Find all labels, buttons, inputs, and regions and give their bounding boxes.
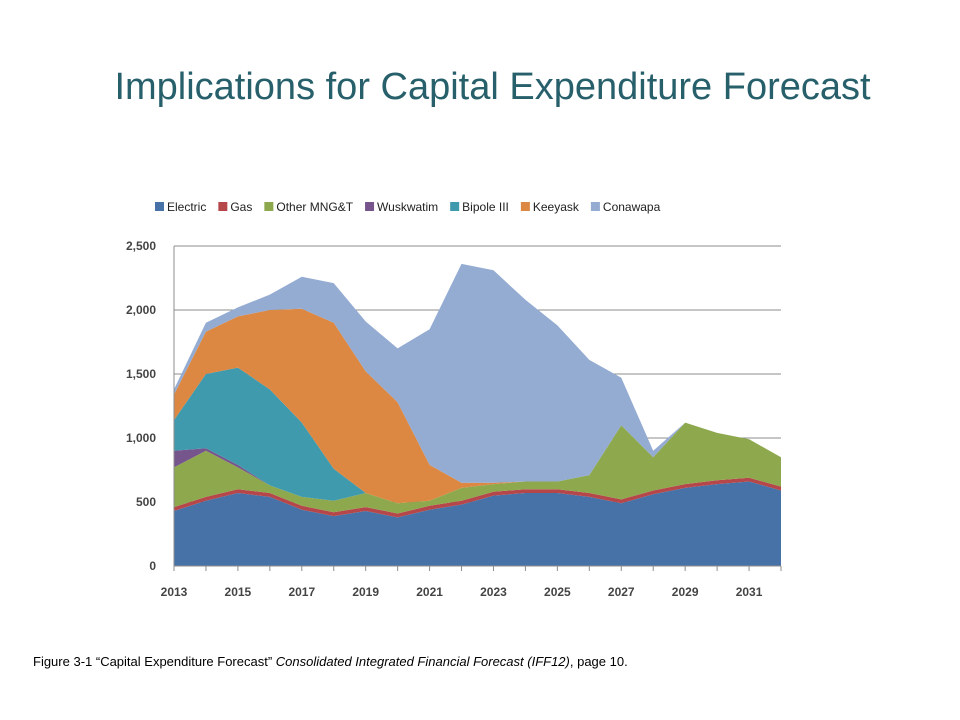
figure-caption: Figure 3-1 “Capital Expenditure Forecast… <box>33 654 628 669</box>
series-area-other-mngandt <box>174 422 781 514</box>
x-tick-label: 2029 <box>672 585 699 599</box>
y-tick-label: 0 <box>149 559 156 573</box>
legend-swatch-other-mngandt <box>264 202 274 211</box>
y-tick-label: 500 <box>136 495 156 509</box>
capex-forecast-chart: Electric Gas Other MNG&T Wuskwatim Bipole II… <box>125 200 782 599</box>
x-tick-label: 2021 <box>416 585 443 599</box>
y-tick-label: 1,000 <box>126 431 156 445</box>
caption-prefix: Figure 3-1 “Capital Expenditure Forecast… <box>33 654 276 669</box>
chart-legend: Electric Gas Other MNG&T Wuskwatim Bipole II… <box>155 200 661 214</box>
legend-swatch-electric <box>155 202 164 211</box>
x-tick-label: 2023 <box>480 585 507 599</box>
chart-axes <box>173 246 782 571</box>
y-axis-tick-labels: 0 500 1,000 1,500 2,000 2,500 <box>126 239 156 573</box>
legend-swatch-keeyask <box>520 202 530 211</box>
x-tick-label: 2015 <box>225 585 252 599</box>
caption-source-title: Consolidated Integrated Financial Foreca… <box>275 654 570 669</box>
y-tick-label: 2,500 <box>126 239 156 253</box>
legend-label-gas: Gas <box>230 200 252 214</box>
series-area-keeyask <box>174 308 781 504</box>
x-axis-tick-labels: 2013 2015 2017 2019 2021 2023 2025 2027 2029 2031 <box>161 585 763 599</box>
y-tick-label: 2,000 <box>126 303 156 317</box>
x-tick-label: 2027 <box>608 585 635 599</box>
x-tick-label: 2017 <box>288 585 315 599</box>
legend-swatch-gas <box>218 202 228 211</box>
legend-label-conawapa: Conawapa <box>603 200 661 214</box>
legend-swatch-conawapa <box>590 202 600 211</box>
chart-area-series <box>174 263 781 566</box>
series-area-electric <box>174 481 781 566</box>
legend-label-other-mngandt: Other MNG&T <box>276 200 353 214</box>
x-tick-label: 2013 <box>161 585 188 599</box>
legend-swatch-wuskwatim <box>365 202 375 211</box>
legend-label-wuskwatim: Wuskwatim <box>377 200 438 214</box>
series-area-bipole-iii <box>174 367 781 504</box>
legend-label-electric: Electric <box>167 200 206 214</box>
series-area-gas <box>174 477 781 518</box>
y-tick-label: 1,500 <box>126 367 156 381</box>
x-tick-label: 2031 <box>736 585 763 599</box>
x-tick-label: 2025 <box>544 585 571 599</box>
caption-suffix: , page 10. <box>569 654 628 669</box>
slide-title: Implications for Capital Expenditure For… <box>114 66 871 108</box>
legend-swatch-bipole-iii <box>450 202 460 211</box>
x-tick-label: 2019 <box>352 585 379 599</box>
legend-label-bipole-iii: Bipole III <box>462 200 509 214</box>
series-area-conawapa <box>174 263 781 483</box>
legend-label-keeyask: Keeyask <box>533 200 580 214</box>
